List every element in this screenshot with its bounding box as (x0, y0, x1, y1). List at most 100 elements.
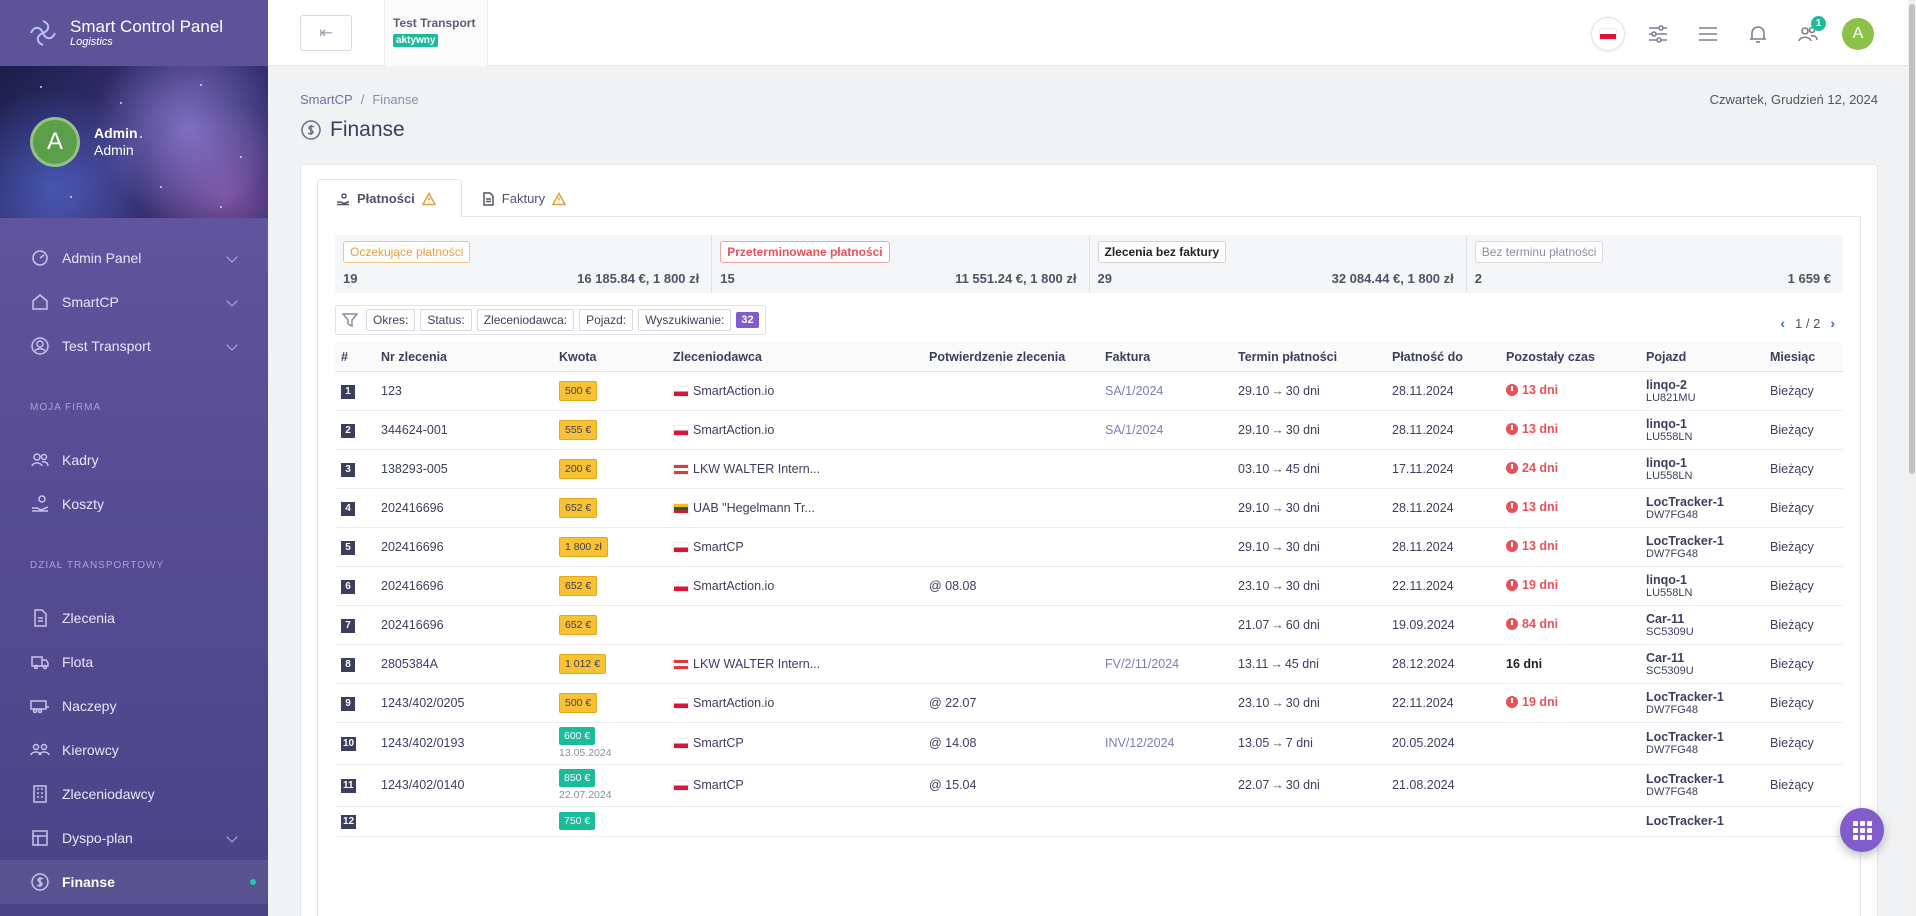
nav-item-test-transport[interactable]: Test Transport (0, 324, 268, 368)
brand[interactable]: Smart Control Panel Logistics (0, 0, 268, 66)
menu-button[interactable] (1690, 16, 1726, 52)
invoice-link[interactable]: SA/1/2024 (1105, 422, 1164, 437)
scrollbar-thumb[interactable] (1909, 4, 1915, 474)
settings-sliders-button[interactable] (1640, 16, 1676, 52)
filter-okres[interactable]: Okres: (366, 309, 416, 331)
table-row[interactable]: 4 202416696 652 € UAB "Hegelmann Tr... 2… (335, 488, 1843, 528)
order-number[interactable]: 202416696 (375, 527, 553, 567)
col-header[interactable]: Pozostały czas (1500, 343, 1640, 372)
client-name[interactable]: LKW WALTER Intern... (693, 656, 821, 671)
table-row[interactable]: 3 138293-005 200 € LKW WALTER Intern... … (335, 449, 1843, 489)
table-row[interactable]: 7 202416696 652 € 21.07 → 60 dni 19.09.202… (335, 605, 1843, 645)
order-number[interactable]: 202416696 (375, 605, 553, 645)
prev-page-button[interactable]: ‹ (1780, 315, 1786, 331)
order-number[interactable]: 202416696 (375, 488, 553, 528)
company-switcher[interactable]: Test Transport aktywny (384, 0, 488, 66)
invoice-link[interactable]: SA/1/2024 (1105, 383, 1164, 398)
invoice-link[interactable]: INV/12/2024 (1105, 736, 1175, 750)
vehicle-name[interactable]: LocTracker-1 (1646, 533, 1724, 548)
notifications-button[interactable] (1740, 16, 1776, 52)
nav-item-smartcp[interactable]: SmartCP (0, 280, 268, 324)
col-header[interactable]: Potwierdzenie zlecenia (923, 343, 1099, 372)
profile-avatar[interactable]: A (30, 117, 80, 167)
order-number[interactable]: 2805384A (375, 644, 553, 684)
table-row[interactable]: 10 1243/402/0193 600 € 13.05.2024 SmartCP… (335, 722, 1843, 765)
col-header[interactable]: Miesiąc (1764, 343, 1843, 372)
table-row[interactable]: 2 344624-001 555 € SmartAction.io SA/1/2… (335, 410, 1843, 450)
client-name[interactable]: SmartAction.io (693, 578, 775, 593)
order-number[interactable]: 1243/402/0140 (375, 764, 553, 807)
col-header[interactable]: Kwota (553, 343, 667, 372)
client-name[interactable]: SmartAction.io (693, 383, 775, 398)
order-number[interactable] (375, 806, 553, 837)
order-confirmation[interactable]: @ 22.07 (929, 695, 977, 710)
nav-item-zlecenia[interactable]: Zlecenia (0, 596, 268, 640)
vehicle-name[interactable]: LocTracker-1 (1646, 689, 1724, 704)
table-row[interactable]: 6 202416696 652 € SmartAction.io @ 08.08… (335, 566, 1843, 606)
nav-item-dyspo-plan[interactable]: Dyspo-plan (0, 816, 268, 860)
col-header[interactable]: Faktura (1099, 343, 1232, 372)
client-name[interactable]: SmartCP (693, 778, 744, 792)
summary-no-due-date[interactable]: Bez terminu płatności 2 1 659 € (1467, 235, 1843, 293)
client-name[interactable]: SmartCP (693, 539, 744, 554)
filter-status[interactable]: Status: (420, 309, 472, 331)
order-number[interactable]: 1243/402/0193 (375, 722, 553, 765)
col-header[interactable]: Płatność do (1386, 343, 1500, 372)
page-scrollbar[interactable] (1908, 0, 1916, 916)
order-number[interactable]: 138293-005 (375, 449, 553, 489)
tab-faktury[interactable]: Faktury (462, 179, 592, 217)
collapse-sidebar-button[interactable]: ⇤ (300, 15, 352, 51)
table-row[interactable]: 8 2805384A 1 012 € LKW WALTER Intern... … (335, 644, 1843, 684)
vehicle-name[interactable]: LocTracker-1 (1646, 494, 1724, 509)
table-row[interactable]: 11 1243/402/0140 850 € 22.07.2024 SmartCP… (335, 764, 1843, 807)
summary-no-invoice[interactable]: Zlecenia bez faktury 29 32 084.44 €, 1 8… (1090, 235, 1467, 293)
nav-item-admin-panel[interactable]: Admin Panel (0, 236, 268, 280)
vehicle-name[interactable]: LocTracker-1 (1646, 730, 1724, 744)
filter-wyszukiwanie[interactable]: Wyszukiwanie: (638, 309, 732, 331)
nav-item-kierowcy[interactable]: Kierowcy (0, 728, 268, 772)
client-name[interactable]: UAB "Hegelmann Tr... (693, 500, 815, 515)
table-row[interactable]: 1 123 500 € SmartAction.io SA/1/2024 29.… (335, 371, 1843, 411)
vehicle-name[interactable]: linqo-1 (1646, 416, 1687, 431)
order-number[interactable]: 202416696 (375, 566, 553, 606)
team-button[interactable]: 1 (1790, 16, 1826, 52)
summary-pending[interactable]: Oczekujące płatności 19 16 185.84 €, 1 8… (335, 235, 713, 293)
nav-item-finanse[interactable]: Finanse (0, 860, 268, 904)
nav-item-kadry[interactable]: Kadry (0, 438, 268, 482)
vehicle-name[interactable]: linqo-1 (1646, 572, 1687, 587)
col-header[interactable]: Nr zlecenia (375, 343, 553, 372)
filter-zleceniodawca[interactable]: Zleceniodawca: (476, 309, 575, 331)
client-name[interactable]: SmartAction.io (693, 422, 775, 437)
filter-pojazd[interactable]: Pojazd: (579, 309, 634, 331)
order-confirmation[interactable]: @ 14.08 (929, 736, 977, 750)
vehicle-name[interactable]: LocTracker-1 (1646, 772, 1724, 786)
nav-item-zleceniodawcy[interactable]: Zleceniodawcy (0, 772, 268, 816)
user-menu-button[interactable]: A (1840, 16, 1876, 52)
next-page-button[interactable]: › (1830, 315, 1835, 331)
col-header[interactable]: Pojazd (1640, 343, 1764, 372)
order-confirmation[interactable]: @ 15.04 (929, 778, 977, 792)
vehicle-name[interactable]: LocTracker-1 (1646, 814, 1724, 828)
order-number[interactable]: 344624-001 (375, 410, 553, 450)
nav-item-koszty[interactable]: Koszty (0, 482, 268, 526)
invoice-link[interactable]: FV/2/11/2024 (1105, 656, 1180, 671)
breadcrumb-root[interactable]: SmartCP (300, 92, 353, 107)
table-row[interactable]: 9 1243/402/0205 500 € SmartAction.io @ 2… (335, 683, 1843, 723)
col-header[interactable]: Termin płatności (1232, 343, 1386, 372)
table-row[interactable]: 12 750 € LocTracker-1 (335, 806, 1843, 837)
order-number[interactable]: 1243/402/0205 (375, 683, 553, 723)
client-name[interactable]: SmartCP (693, 736, 744, 750)
vehicle-name[interactable]: Car-11 (1646, 611, 1685, 626)
order-number[interactable]: 123 (375, 371, 553, 411)
filter-icon[interactable] (342, 312, 358, 328)
nav-item-flota[interactable]: Flota (0, 640, 268, 684)
col-header[interactable]: Zleceniodawca (667, 343, 923, 372)
vehicle-name[interactable]: Car-11 (1646, 650, 1685, 665)
table-row[interactable]: 5 202416696 1 800 zł SmartCP 29.10 → 30 dn… (335, 527, 1843, 567)
summary-overdue[interactable]: Przeterminowane płatności 15 11 551.24 €… (712, 235, 1090, 293)
language-button[interactable] (1590, 16, 1626, 52)
vehicle-name[interactable]: linqo-2 (1646, 377, 1687, 392)
order-confirmation[interactable]: @ 08.08 (929, 578, 977, 593)
apps-fab-button[interactable] (1840, 808, 1884, 852)
client-name[interactable]: LKW WALTER Intern... (693, 461, 821, 476)
